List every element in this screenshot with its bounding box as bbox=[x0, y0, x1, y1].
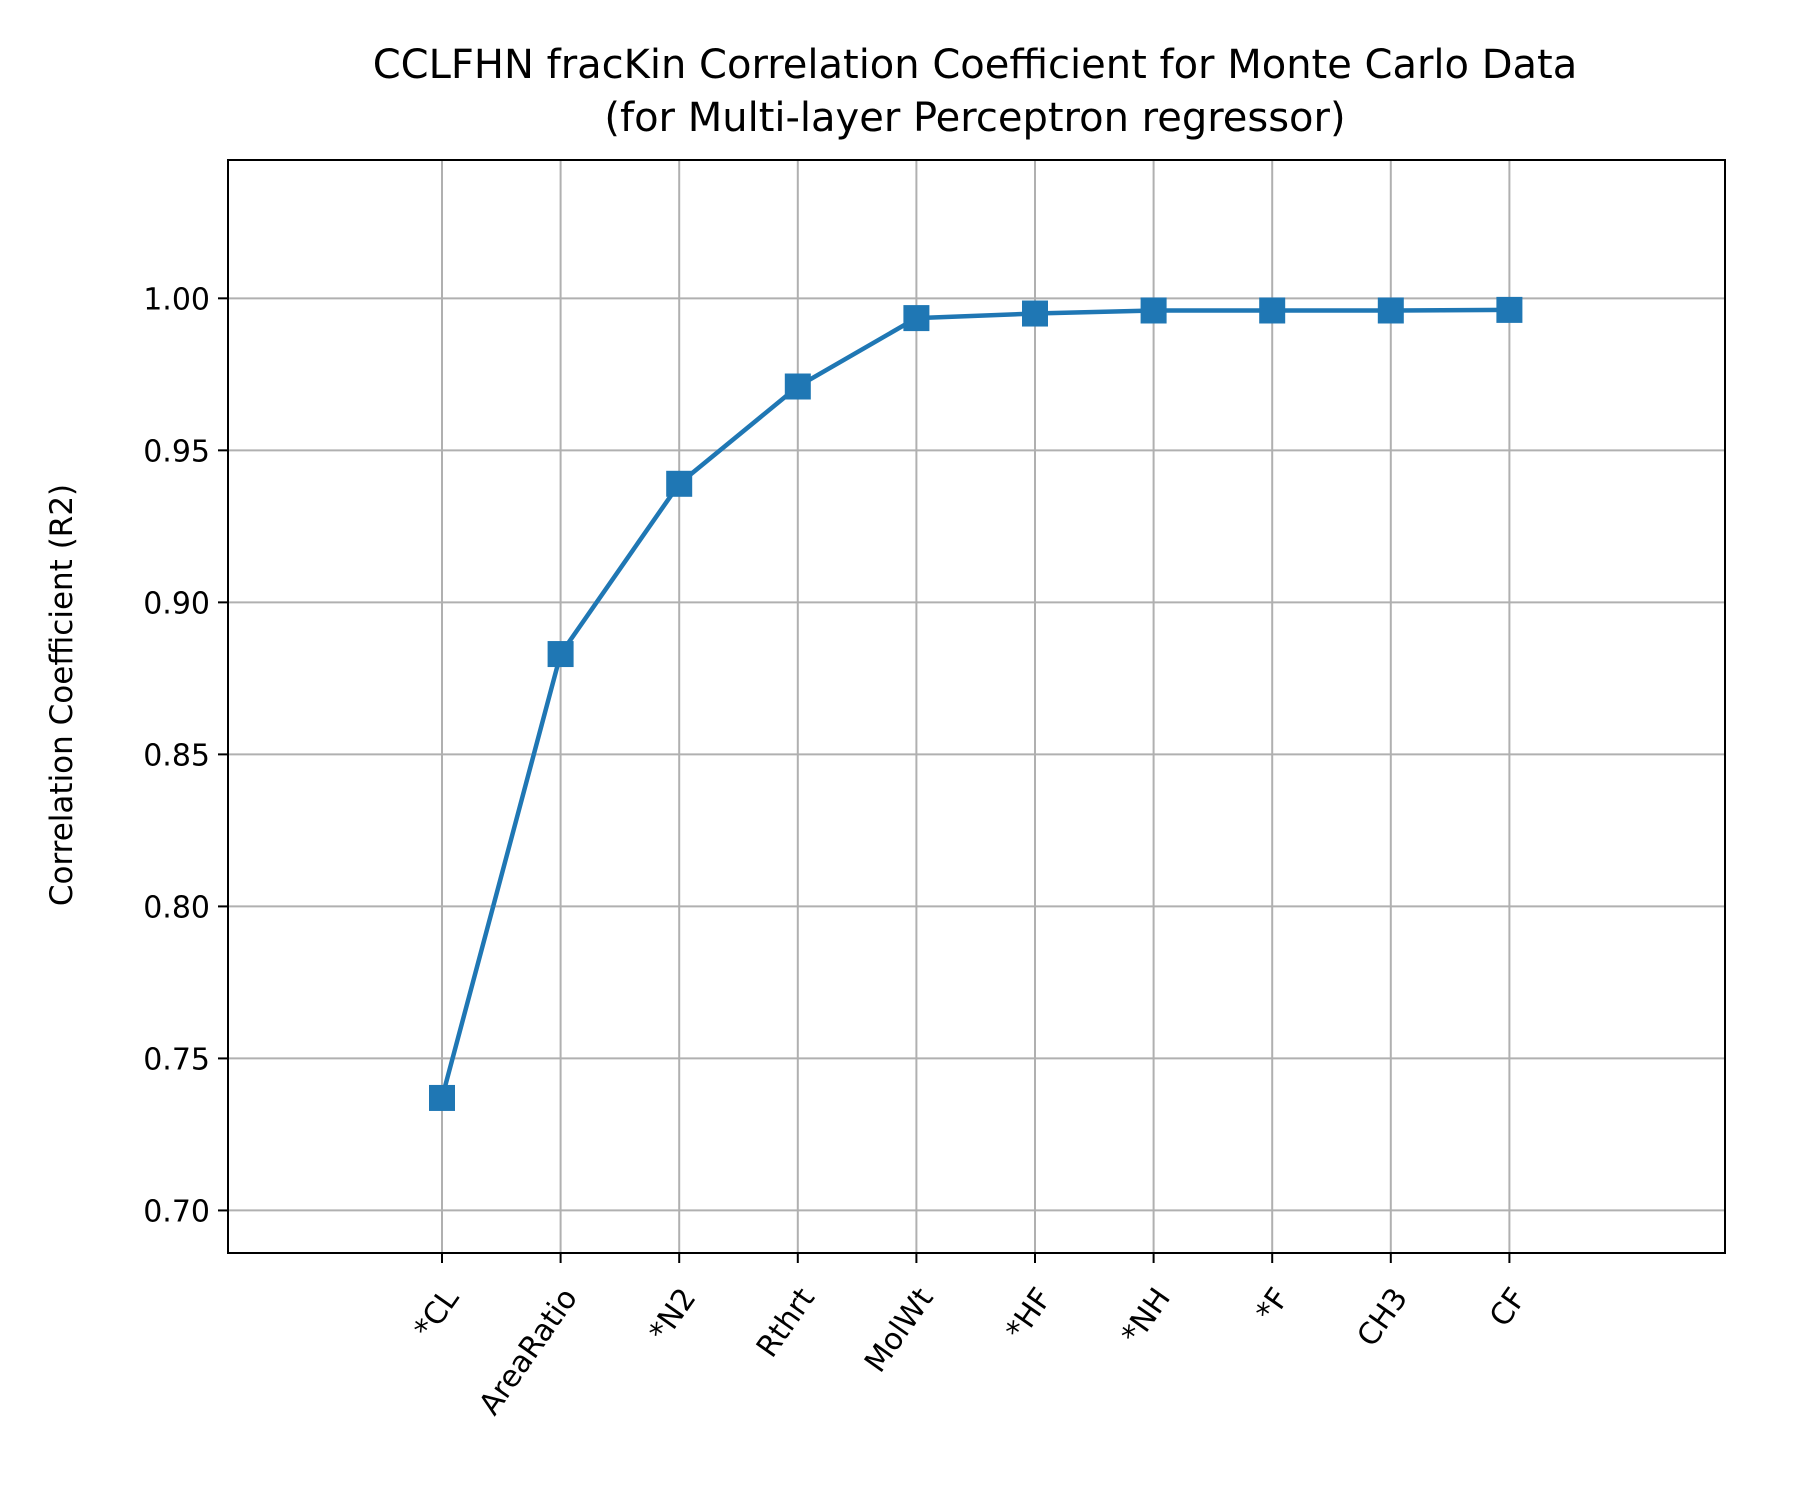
y-tick-label: 0.80 bbox=[143, 890, 210, 925]
data-point-marker bbox=[784, 373, 811, 400]
data-point-marker bbox=[1259, 297, 1286, 324]
y-tick-label: 0.85 bbox=[143, 738, 210, 773]
chart-subtitle: (for Multi-layer Perceptron regressor) bbox=[604, 95, 1345, 141]
y-tick-label: 1.00 bbox=[143, 282, 210, 317]
data-point-marker bbox=[1496, 296, 1523, 323]
data-point-marker bbox=[903, 305, 930, 332]
chart-title: CCLFHN fracKin Correlation Coefficient f… bbox=[373, 42, 1578, 88]
marker-layer bbox=[429, 296, 1523, 1111]
y-tick-label: 0.70 bbox=[143, 1194, 210, 1229]
data-point-marker bbox=[1022, 300, 1048, 327]
grid-layer bbox=[228, 160, 1725, 1253]
data-point-marker bbox=[1377, 297, 1404, 324]
data-point-marker bbox=[1140, 297, 1167, 324]
series-line bbox=[439, 307, 1510, 1099]
data-point-marker bbox=[666, 470, 693, 497]
data-point-marker bbox=[547, 641, 574, 668]
y-axis-label: Correlation Coefficient (R2) bbox=[44, 484, 80, 906]
plot-frame bbox=[227, 159, 1726, 1254]
y-tick-label: 0.90 bbox=[143, 586, 210, 621]
y-tick-label: 0.75 bbox=[143, 1042, 210, 1077]
data-point-marker bbox=[429, 1084, 455, 1111]
series-line-layer bbox=[439, 307, 1510, 1099]
y-tick-label: 0.95 bbox=[143, 434, 210, 469]
